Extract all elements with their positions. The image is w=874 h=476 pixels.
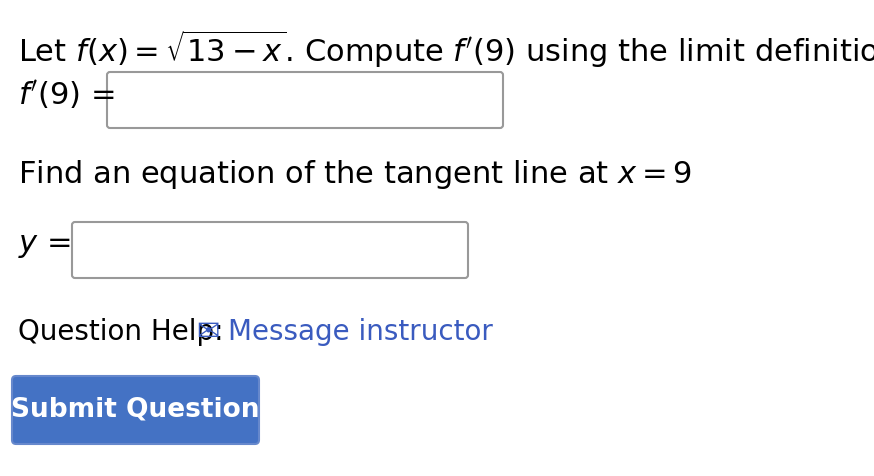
Text: $f'(9)$ =: $f'(9)$ =: [18, 79, 115, 111]
Text: ✉: ✉: [196, 318, 219, 346]
FancyBboxPatch shape: [107, 72, 503, 128]
Text: $y$ =: $y$ =: [18, 230, 71, 259]
FancyBboxPatch shape: [72, 222, 468, 278]
FancyBboxPatch shape: [12, 376, 259, 444]
Text: Find an equation of the tangent line at $x = 9$: Find an equation of the tangent line at …: [18, 158, 692, 191]
Text: Question Help:: Question Help:: [18, 318, 224, 346]
Text: Submit Question: Submit Question: [11, 397, 260, 423]
Text: Let $f(x) = \sqrt{13-x}$. Compute $f'(9)$ using the limit definition: Let $f(x) = \sqrt{13-x}$. Compute $f'(9)…: [18, 28, 874, 70]
Text: Message instructor: Message instructor: [228, 318, 493, 346]
